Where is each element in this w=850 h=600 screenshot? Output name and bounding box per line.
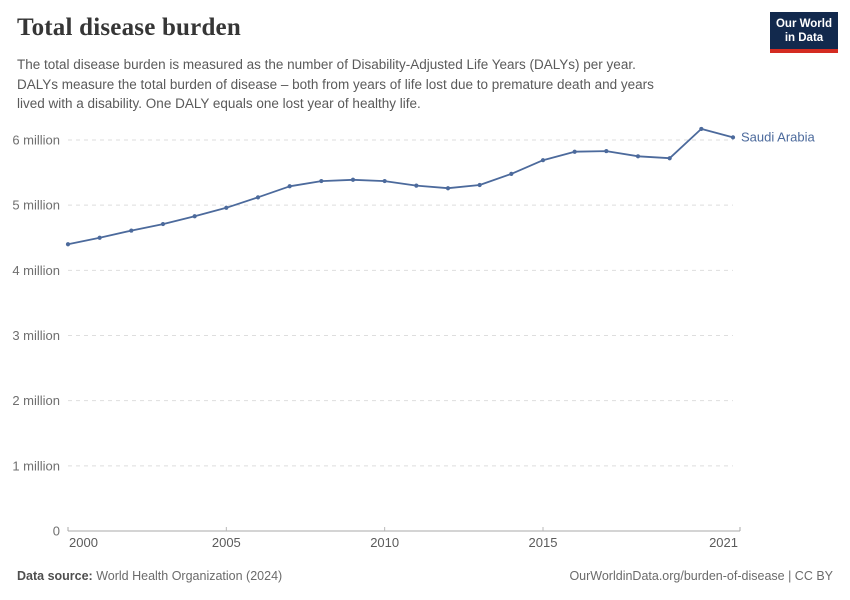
y-axis-tick-label: 3 million xyxy=(12,328,60,343)
data-point[interactable] xyxy=(382,178,387,184)
data-point[interactable] xyxy=(255,195,261,200)
owid-logo-line1: Our World xyxy=(775,18,832,30)
x-axis-tick-label: 2010 xyxy=(370,535,399,550)
subtitle-line-2: DALYs measure the total burden of diseas… xyxy=(17,76,654,92)
data-point[interactable] xyxy=(224,205,229,210)
data-point[interactable] xyxy=(287,184,292,189)
y-axis-tick-label: 0 xyxy=(53,524,60,539)
series-line-saudi-arabia[interactable] xyxy=(67,127,734,246)
data-source-value: World Health Organization (2024) xyxy=(92,569,283,583)
data-source-note: Data source: World Health Organization (… xyxy=(17,569,282,583)
x-axis-tick-label: 2005 xyxy=(212,535,241,550)
data-point[interactable] xyxy=(477,182,482,188)
owid-logo[interactable]: Our World in Data xyxy=(770,12,838,53)
data-source-label: Data source: xyxy=(17,569,93,583)
data-point[interactable] xyxy=(509,171,514,176)
data-point[interactable] xyxy=(635,154,641,159)
data-point[interactable] xyxy=(350,177,356,182)
data-point[interactable] xyxy=(604,148,609,154)
page-title: Total disease burden xyxy=(17,14,241,41)
data-point[interactable] xyxy=(97,235,102,240)
x-axis-tick-label: 2021 xyxy=(709,535,738,550)
subtitle-line-1: The total disease burden is measured as … xyxy=(17,57,636,72)
chart-subtitle: The total disease burden is measured as … xyxy=(17,55,737,114)
data-point[interactable] xyxy=(572,149,577,154)
data-point[interactable] xyxy=(319,178,324,184)
data-point[interactable] xyxy=(414,183,419,188)
data-point[interactable] xyxy=(730,135,736,140)
y-axis-tick-label: 4 million xyxy=(12,263,60,278)
data-point[interactable] xyxy=(129,228,134,233)
data-point[interactable] xyxy=(160,221,166,227)
credit-link[interactable]: OurWorldinData.org/burden-of-disease | C… xyxy=(569,569,833,583)
subtitle-line-3: lived with a disability. One DALY equals… xyxy=(17,96,421,111)
x-axis-tick-label: 2015 xyxy=(529,535,558,550)
entity-label[interactable]: Saudi Arabia xyxy=(741,129,815,144)
y-axis-tick-label: 6 million xyxy=(12,133,60,148)
data-point[interactable] xyxy=(65,242,71,247)
x-axis-tick-label: 2000 xyxy=(69,535,98,550)
y-axis-tick-label: 1 million xyxy=(12,458,60,473)
data-point[interactable] xyxy=(699,126,704,132)
data-point[interactable] xyxy=(192,214,197,219)
data-point[interactable] xyxy=(445,186,451,191)
data-point[interactable] xyxy=(540,158,546,163)
owid-logo-line2: in Data xyxy=(784,32,824,44)
data-point[interactable] xyxy=(667,156,672,161)
y-axis-tick-label: 5 million xyxy=(12,198,60,213)
y-axis-tick-label: 2 million xyxy=(12,393,60,408)
